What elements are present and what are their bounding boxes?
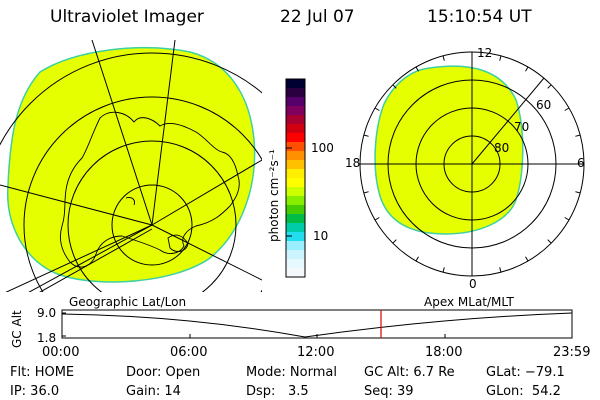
status-glon: GLon: 54.2 [486, 384, 561, 399]
polar-hour-tick [525, 256, 529, 262]
timeline-xtick-1200: 12:00 [297, 345, 335, 360]
status-seq: Seq: 39 [364, 384, 414, 399]
geo-grid-lines [0, 40, 262, 292]
polar-hour-tick [415, 256, 419, 262]
colorbar-band [286, 133, 305, 143]
observation-date: 22 Jul 07 [280, 7, 355, 27]
status-door: Door: Open [126, 365, 201, 380]
mlt-label-6: 6 [577, 156, 585, 170]
status-glat: GLat: −79.1 [486, 365, 565, 380]
status-ip: IP: 36.0 [10, 384, 60, 399]
polar-hour-tick [363, 134, 369, 137]
polar-hour-tick [392, 239, 397, 244]
colorbar-band [286, 214, 305, 224]
polar-hour-tick [374, 217, 380, 221]
status-gc-alt: GC Alt: 6.7 Re [364, 365, 455, 380]
status-dsp-label: Dsp: [246, 384, 276, 399]
colorbar-band [286, 241, 305, 251]
timeline-left-title: Geographic Lat/Lon [69, 295, 187, 309]
observation-time: 15:10:54 UT [427, 7, 532, 27]
polar-hour-tick [374, 107, 380, 111]
polar-hour-tick [547, 84, 552, 89]
polar-hour-tick [499, 267, 502, 273]
polar-aurora [374, 65, 524, 235]
colorbar-band [286, 205, 305, 215]
status-mode: Mode: Normal [246, 365, 337, 380]
timeline-xtick-2359: 23:59 [553, 345, 591, 360]
polar-hour-tick [525, 66, 529, 72]
colorbar-band [286, 151, 305, 161]
polar-hour-tick [442, 267, 445, 273]
colorbar-band [286, 268, 305, 278]
colorbar-tick-10: 10 [313, 229, 329, 243]
colorbar-band [286, 259, 305, 269]
status-dsp-value: 3.5 [288, 384, 309, 399]
status-gain: Gain: 14 [126, 384, 181, 399]
mlt-label-18: 18 [345, 156, 361, 170]
timeline-xtick-0600: 06:00 [170, 345, 208, 360]
timeline-right-title: Apex MLat/MLT [424, 295, 514, 309]
colorbar-scale [286, 79, 305, 278]
polar-hour-tick [415, 66, 419, 72]
mlat-label-80: 80 [494, 141, 510, 155]
mlat-label-70: 70 [514, 120, 530, 134]
polar-hour-tick [564, 217, 570, 221]
geo-coastline [59, 111, 240, 268]
polar-hour-tick [575, 134, 581, 137]
polar-hour-tick [564, 107, 570, 111]
colorbar-band [286, 106, 305, 116]
polar-hour-tick [499, 55, 502, 61]
colorbar-band [286, 187, 305, 197]
altitude-curve [61, 312, 573, 338]
timeline-ticks [62, 312, 446, 338]
colorbar-tick-100: 100 [311, 141, 334, 155]
mlat-label-60: 60 [536, 98, 552, 112]
polar-hour-tick [575, 191, 581, 194]
polar-hour-tick [547, 239, 552, 244]
colorbar-band [286, 88, 305, 98]
timeline-ymin: 1.8 [37, 331, 57, 345]
mlt-label-0: 0 [469, 277, 477, 291]
polar-hour-tick [442, 55, 445, 61]
colorbar-band [286, 142, 305, 152]
colorbar-band [286, 160, 305, 170]
timeline-xtick-1800: 18:00 [425, 345, 463, 360]
status-filter: Flt: HOME [10, 365, 75, 380]
colorbar-band [286, 79, 305, 89]
colorbar-band [286, 178, 305, 188]
colorbar-band [286, 250, 305, 260]
colorbar-band [286, 196, 305, 206]
polar-ticks [360, 52, 584, 276]
timeline-xtick-0000: 00:00 [42, 345, 80, 360]
colorbar-band [286, 223, 305, 233]
colorbar-band [286, 97, 305, 107]
polar-hour-tick [363, 191, 369, 194]
instrument-title: Ultraviolet Imager [50, 7, 204, 27]
colorbar-band [286, 232, 305, 242]
colorbar-band [286, 169, 305, 179]
mlt-label-12: 12 [477, 46, 493, 60]
geo-terminator [28, 224, 153, 292]
polar-hour-tick [392, 84, 397, 89]
colorbar-band [286, 124, 305, 134]
colorbar-band [286, 115, 305, 125]
geo-aurora-disk [6, 47, 256, 283]
timeline-ymax: 9.0 [37, 306, 57, 320]
